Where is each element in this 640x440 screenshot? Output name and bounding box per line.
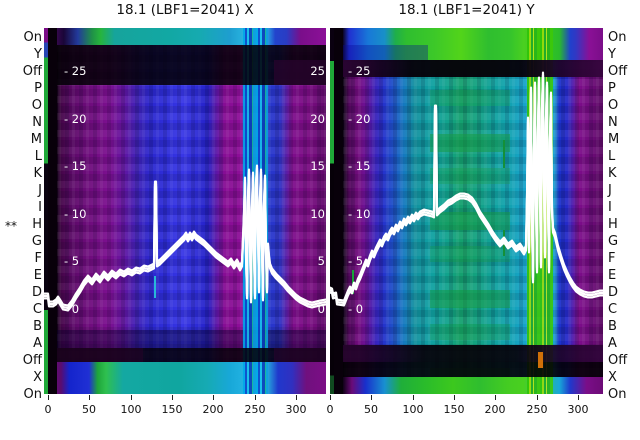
row-label-left: On bbox=[23, 387, 42, 402]
row-label-right: N bbox=[608, 115, 618, 130]
row-label-left: H bbox=[32, 217, 42, 232]
row-label-right: D bbox=[608, 285, 619, 300]
row-label-right: L bbox=[608, 149, 616, 164]
y-tick-label: - 10 bbox=[64, 207, 87, 221]
row-label-left: M bbox=[30, 132, 42, 147]
x-tick-label: 0 bbox=[44, 403, 52, 416]
x-tick-label: 150 bbox=[161, 403, 183, 416]
row-label-left: N bbox=[32, 115, 42, 130]
row-label-left: On bbox=[23, 30, 42, 45]
y-tick-label: 5 bbox=[317, 254, 325, 268]
row-label-left: J bbox=[38, 183, 42, 198]
row-label-right: On bbox=[608, 387, 627, 402]
row-label-right: G bbox=[608, 234, 619, 249]
x-tick-label: 150 bbox=[443, 403, 465, 416]
row-label-left: I bbox=[38, 200, 42, 215]
row-label-left: O bbox=[31, 98, 42, 113]
row-label-right: H bbox=[608, 217, 618, 232]
row-label-right: I bbox=[608, 200, 612, 215]
x-tick-label: 200 bbox=[484, 403, 506, 416]
x-tick-label: 300 bbox=[285, 403, 307, 416]
row-label-right: F bbox=[608, 251, 616, 266]
row-label-right: K bbox=[608, 166, 617, 181]
row-label-left: Off bbox=[22, 64, 42, 79]
heatmap-y-on-row-bottom bbox=[330, 377, 603, 394]
row-label-left: A bbox=[33, 336, 42, 351]
row-label-left: F bbox=[34, 251, 42, 266]
starred-row-marker: ** bbox=[5, 219, 17, 233]
x-tick-label: 100 bbox=[120, 403, 142, 416]
row-label-left: B bbox=[33, 319, 42, 334]
row-label-left: L bbox=[34, 149, 42, 164]
row-label-left: Y bbox=[34, 47, 42, 62]
y-tick-label: - 10 bbox=[348, 207, 371, 221]
row-label-right: M bbox=[608, 132, 620, 147]
y-tick-label: 15 bbox=[310, 159, 325, 173]
row-label-right: Y bbox=[608, 47, 616, 62]
row-label-left: Off bbox=[22, 353, 42, 368]
y-tick-label: - 0 bbox=[64, 302, 80, 316]
row-label-right: J bbox=[608, 183, 612, 198]
x-tick-label: 0 bbox=[326, 403, 334, 416]
y-tick-label: - 25 bbox=[348, 64, 371, 78]
row-label-right: B bbox=[608, 319, 617, 334]
x-tick-label: 100 bbox=[402, 403, 424, 416]
x-tick-label: 50 bbox=[82, 403, 96, 416]
x-tick-label: 250 bbox=[244, 403, 266, 416]
x-tick-label: 300 bbox=[567, 403, 589, 416]
row-label-right: On bbox=[608, 30, 627, 45]
y-tick-label: - 5 bbox=[64, 254, 80, 268]
y-tick-label: 10 bbox=[310, 207, 325, 221]
heatmap-y-off-band-top bbox=[330, 60, 603, 77]
row-label-left: C bbox=[32, 302, 42, 317]
y-tick-label: - 0 bbox=[348, 302, 364, 316]
heatmap-x-on-row-bottom bbox=[44, 362, 326, 394]
row-label-right: X bbox=[608, 370, 617, 385]
heatmap-x-on-row-top bbox=[44, 28, 326, 45]
heatmap-y-on-row-top bbox=[330, 28, 603, 60]
y-tick-label: - 15 bbox=[64, 159, 87, 173]
x-tick-label: 50 bbox=[364, 403, 378, 416]
x-tick-label: 200 bbox=[202, 403, 224, 416]
row-label-left: K bbox=[33, 166, 42, 181]
heatmap-panel-x: - 25 - 20 - 15 - 10 - 5 - 0 25 20 15 10 … bbox=[44, 28, 326, 394]
y-tick-label: - 20 bbox=[348, 112, 371, 126]
y-tick-label: - 20 bbox=[64, 112, 87, 126]
y-tick-label: - 15 bbox=[348, 159, 371, 173]
heatmap-y-x-band bbox=[330, 362, 603, 377]
x-tick-label: 250 bbox=[526, 403, 548, 416]
y-tick-label: 25 bbox=[310, 64, 325, 78]
row-label-right: Off bbox=[608, 64, 628, 79]
row-label-right: A bbox=[608, 336, 617, 351]
y-tick-label: 20 bbox=[310, 112, 325, 126]
row-label-right: Off bbox=[608, 353, 628, 368]
row-label-right: C bbox=[608, 302, 618, 317]
row-label-left: X bbox=[33, 370, 42, 385]
panel-y-title: 18.1 (LBF1=2041) Y bbox=[398, 2, 535, 18]
row-label-left: P bbox=[34, 81, 42, 96]
row-label-right: O bbox=[608, 98, 619, 113]
y-tick-label: - 5 bbox=[348, 254, 364, 268]
row-label-right: E bbox=[608, 268, 617, 283]
y-tick-label: - 25 bbox=[64, 64, 87, 78]
heatmap-y-noise-stripes bbox=[527, 28, 553, 394]
panel-x-title: 18.1 (LBF1=2041) X bbox=[116, 2, 254, 18]
y-tick-label: 0 bbox=[317, 302, 325, 316]
row-label-right: P bbox=[608, 81, 616, 96]
row-label-left: E bbox=[33, 268, 42, 283]
heatmap-panel-y: - 25 - 20 - 15 - 10 - 5 - 0 bbox=[330, 28, 603, 394]
heatmap-y-off-band-bottom bbox=[330, 345, 603, 362]
row-label-left: D bbox=[31, 285, 42, 300]
row-label-left: G bbox=[31, 234, 42, 249]
